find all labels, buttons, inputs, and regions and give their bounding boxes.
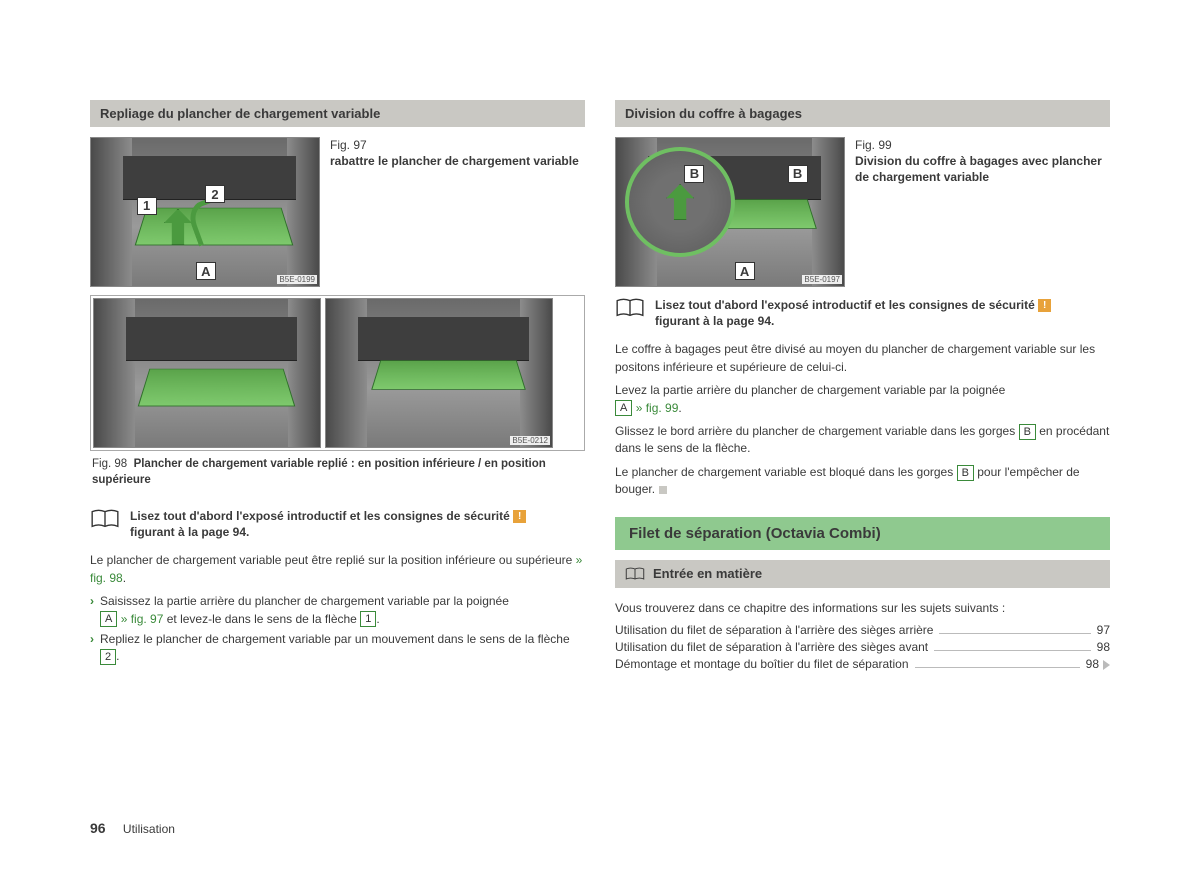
- figure-98-image-pair: B5E-0212: [90, 295, 585, 451]
- toc-page: 97: [1097, 623, 1110, 637]
- key-b: B: [957, 465, 974, 481]
- paragraph: Glissez le bord arrière du plancher de c…: [615, 423, 1110, 458]
- book-icon: [90, 508, 120, 530]
- toc-entry[interactable]: Utilisation du filet de séparation à l'a…: [615, 623, 1110, 637]
- chevron-icon: ›: [90, 593, 94, 628]
- toc-label: Démontage et montage du boîtier du filet…: [615, 657, 909, 671]
- fig-ref[interactable]: » fig. 97: [121, 612, 164, 626]
- callout-a: A: [735, 262, 755, 280]
- intro-note-left: Lisez tout d'abord l'exposé introductif …: [90, 508, 585, 540]
- figure-97-caption: Fig. 97 rabattre le plancher de chargeme…: [330, 137, 585, 169]
- right-column: Division du coffre à bagages B B A B5E-0…: [615, 100, 1110, 674]
- intro-text: Lisez tout d'abord l'exposé introductif …: [655, 298, 1035, 312]
- left-column: Repliage du plancher de chargement varia…: [90, 100, 585, 674]
- fig-caption-text: rabattre le plancher de chargement varia…: [330, 154, 579, 168]
- section-heading-repliage: Repliage du plancher de chargement varia…: [90, 100, 585, 127]
- continue-triangle-icon: [1103, 660, 1110, 670]
- fig-num: Fig. 97: [330, 138, 367, 152]
- section-heading-division: Division du coffre à bagages: [615, 100, 1110, 127]
- figure-code: B5E-0199: [277, 275, 317, 284]
- toc-label: Utilisation du filet de séparation à l'a…: [615, 623, 933, 637]
- fig-caption-text: Plancher de chargement variable replié :…: [92, 458, 546, 486]
- zoom-circle: [625, 147, 735, 257]
- book-icon: [625, 566, 645, 582]
- chevron-icon: ›: [90, 631, 94, 666]
- key-1: 1: [360, 611, 376, 627]
- fig-ref[interactable]: » fig. 99: [636, 401, 679, 415]
- callout-b: B: [684, 165, 704, 183]
- warning-icon: !: [513, 510, 526, 523]
- figure-code: B5E-0212: [510, 436, 550, 445]
- fig-num: Fig. 98: [92, 458, 127, 470]
- arrow-down-icon: [666, 184, 694, 220]
- paragraph: Levez la partie arrière du plancher de c…: [615, 382, 1110, 417]
- paragraph: Le plancher de chargement variable est b…: [615, 464, 1110, 499]
- intro-ref: figurant à la page 94.: [655, 314, 774, 328]
- fig-num: Fig. 99: [855, 138, 892, 152]
- paragraph: Le coffre à bagages peut être divisé au …: [615, 341, 1110, 376]
- toc-page: 98: [1097, 640, 1110, 654]
- footer-section: Utilisation: [123, 822, 175, 836]
- key-a: A: [100, 611, 117, 627]
- intro-ref: figurant à la page 94.: [130, 525, 249, 539]
- figure-99-image: B B A B5E-0197: [615, 137, 845, 287]
- toc-label: Utilisation du filet de séparation à l'a…: [615, 640, 928, 654]
- page-number: 96: [90, 820, 106, 836]
- section-heading-filet: Filet de séparation (Octavia Combi): [615, 517, 1110, 550]
- book-icon: [615, 297, 645, 319]
- figure-98-left: [93, 298, 321, 448]
- figure-99-row: B B A B5E-0197 Fig. 99 Division du coffr…: [615, 137, 1110, 287]
- intro-note-right: Lisez tout d'abord l'exposé introductif …: [615, 297, 1110, 329]
- sub-title-text: Entrée en matière: [653, 566, 762, 581]
- callout-a: A: [196, 262, 216, 280]
- bullet-item: › Saisissez la partie arrière du planche…: [90, 593, 585, 628]
- figure-99-caption: Fig. 99 Division du coffre à bagages ave…: [855, 137, 1110, 186]
- figure-98-caption: Fig. 98 Plancher de chargement variable …: [90, 453, 585, 498]
- figure-98-right: B5E-0212: [325, 298, 553, 448]
- key-b: B: [1019, 424, 1036, 440]
- toc-entry[interactable]: Utilisation du filet de séparation à l'a…: [615, 640, 1110, 654]
- bullet-item: › Repliez le plancher de chargement vari…: [90, 631, 585, 666]
- end-square-icon: [659, 486, 667, 494]
- page-footer: 96 Utilisation: [90, 820, 175, 836]
- callout-1: 1: [137, 197, 157, 215]
- toc-entry[interactable]: Démontage et montage du boîtier du filet…: [615, 657, 1110, 671]
- paragraph: Le plancher de chargement variable peut …: [90, 552, 585, 587]
- callout-b: B: [788, 165, 808, 183]
- subsection-heading-entree: Entrée en matière: [615, 560, 1110, 588]
- intro-text: Lisez tout d'abord l'exposé introductif …: [130, 509, 510, 523]
- figure-code: B5E-0197: [802, 275, 842, 284]
- key-2: 2: [100, 649, 116, 665]
- figure-97-row: 1 2 A B5E-0199 Fig. 97 rabattre le planc…: [90, 137, 585, 287]
- callout-2: 2: [205, 185, 225, 203]
- figure-97-image: 1 2 A B5E-0199: [90, 137, 320, 287]
- fig-caption-text: Division du coffre à bagages avec planch…: [855, 154, 1102, 184]
- warning-icon: !: [1038, 299, 1051, 312]
- toc-page: 98: [1086, 657, 1110, 671]
- key-a: A: [615, 400, 632, 416]
- toc-intro: Vous trouverez dans ce chapitre des info…: [615, 600, 1110, 617]
